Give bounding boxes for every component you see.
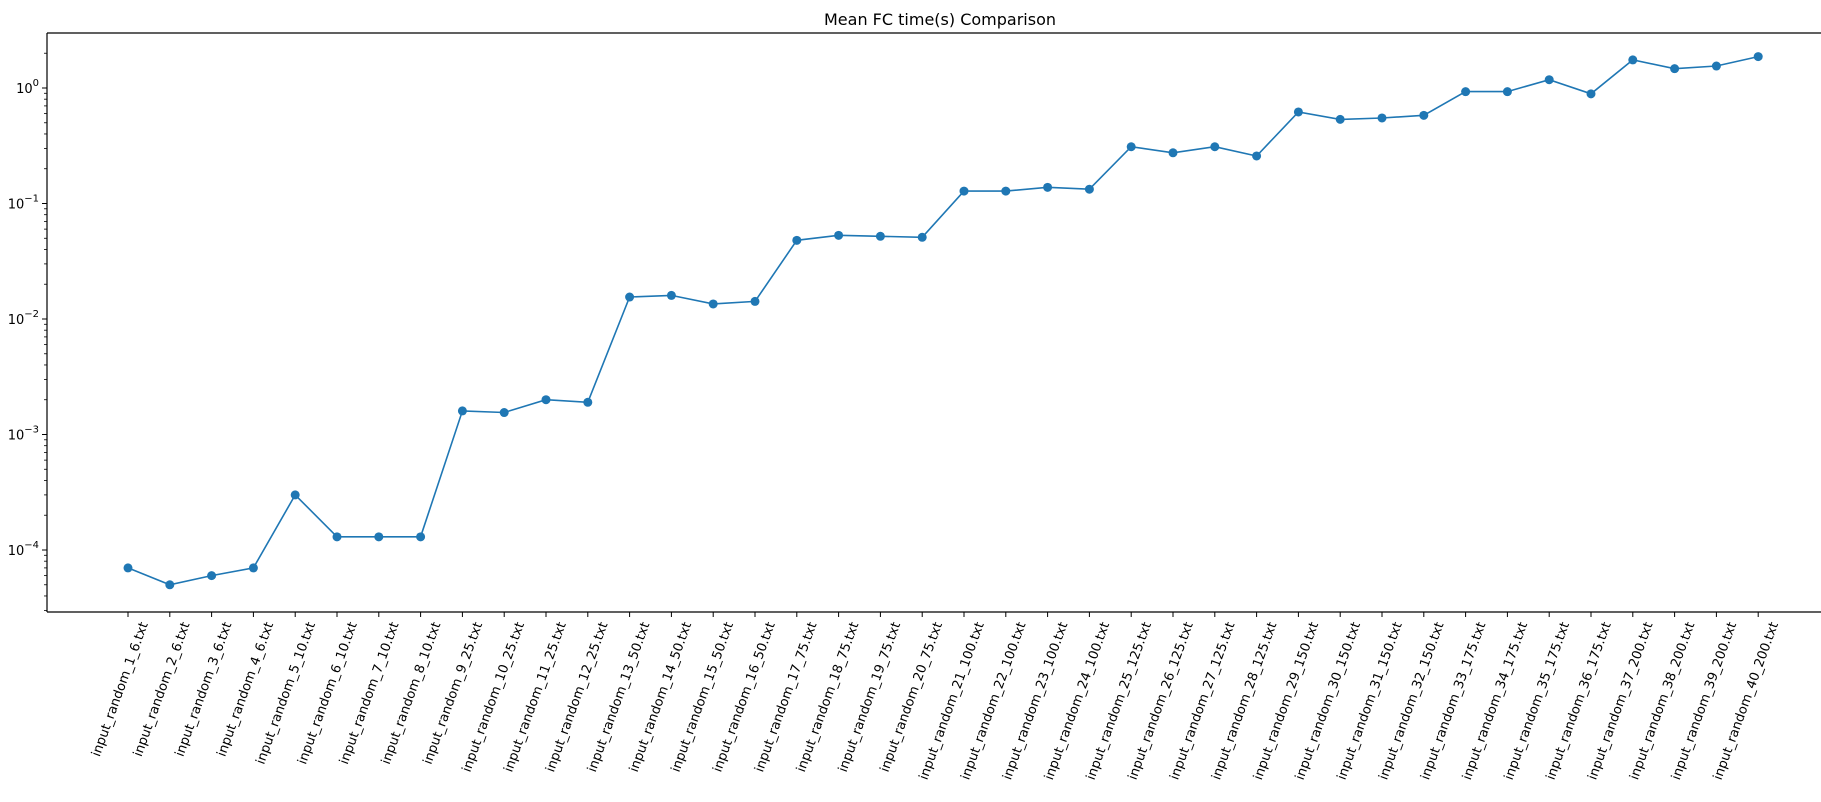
- data-point: [917, 232, 927, 242]
- data-point: [875, 231, 885, 241]
- data-point: [332, 532, 342, 542]
- y-tick-label: 10−4: [8, 540, 39, 559]
- data-point: [1544, 75, 1554, 85]
- y-axis: 10−4 10−3 10−2 10−1 100: [8, 33, 48, 612]
- data-point: [1502, 87, 1512, 97]
- x-axis: input_random_1_6.txtinput_random_2_6.txt…: [47, 32, 1821, 782]
- data-point: [1043, 182, 1053, 192]
- data-point: [792, 235, 802, 245]
- data-point: [1670, 64, 1680, 74]
- data-point: [1753, 52, 1763, 62]
- data-point: [666, 290, 676, 300]
- data-point: [583, 397, 593, 407]
- data-point: [123, 563, 133, 573]
- data-point: [1293, 107, 1303, 117]
- series-line: [127, 55, 1759, 586]
- data-point: [541, 395, 551, 405]
- plot-area: [123, 52, 1763, 590]
- data-point: [374, 532, 384, 542]
- data-point: [1168, 148, 1178, 158]
- y-tick-label: 10−2: [8, 309, 39, 328]
- data-point: [416, 532, 426, 542]
- data-point: [959, 186, 969, 196]
- data-point: [457, 406, 467, 416]
- y-tick-label: 10−3: [8, 425, 39, 444]
- data-point: [1084, 184, 1094, 194]
- data-point: [1252, 151, 1262, 161]
- data-point: [165, 580, 175, 590]
- y-tick-label: 100: [16, 78, 39, 97]
- data-point: [207, 571, 217, 581]
- data-point: [708, 299, 718, 309]
- data-point: [1711, 61, 1721, 71]
- data-point: [1335, 114, 1345, 124]
- y-tick-label: 10−1: [8, 194, 39, 213]
- data-point: [1377, 113, 1387, 123]
- data-point: [1001, 186, 1011, 196]
- data-point: [248, 563, 258, 573]
- data-point: [1586, 89, 1596, 99]
- data-point: [625, 292, 635, 302]
- data-point: [1126, 142, 1136, 152]
- data-point: [834, 230, 844, 240]
- data-point: [1461, 87, 1471, 97]
- chart-title: Mean FC time(s) Comparison: [824, 10, 1056, 29]
- data-point: [1210, 142, 1220, 152]
- data-point: [1419, 110, 1429, 120]
- data-point: [1628, 55, 1638, 65]
- data-point: [750, 296, 760, 306]
- data-point: [499, 408, 509, 418]
- data-point: [290, 490, 300, 500]
